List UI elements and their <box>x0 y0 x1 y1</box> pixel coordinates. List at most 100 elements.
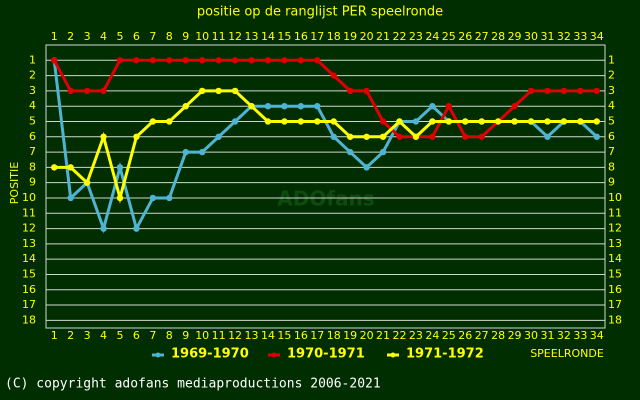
y-tick-label: 5 <box>29 114 36 127</box>
data-point <box>281 57 288 64</box>
data-point <box>314 118 321 125</box>
y-tick-label-right: 5 <box>608 114 615 127</box>
data-point <box>346 133 354 140</box>
data-point <box>182 57 189 64</box>
x-tick-label: 11 <box>212 329 226 342</box>
data-point <box>198 87 206 95</box>
data-point <box>166 57 173 64</box>
y-tick-label-right: 11 <box>608 206 622 219</box>
x-tick-label: 23 <box>409 329 423 342</box>
y-tick-label-right: 2 <box>608 69 615 82</box>
x-tick-label: 5 <box>116 329 123 342</box>
y-tick-label: 9 <box>29 176 36 189</box>
y-tick-label-right: 4 <box>608 99 615 112</box>
x-tick-label-top: 3 <box>84 30 91 43</box>
x-tick-label-top: 18 <box>327 30 341 43</box>
x-tick-label-top: 30 <box>524 30 538 43</box>
x-tick-label: 16 <box>294 329 308 342</box>
data-point <box>166 194 173 202</box>
x-tick-label: 3 <box>84 329 91 342</box>
y-tick-label: 2 <box>29 69 36 82</box>
y-tick-label-right: 7 <box>608 145 615 158</box>
data-point <box>166 118 173 125</box>
legend-marker-dot <box>271 352 277 358</box>
data-point <box>264 57 272 64</box>
data-point <box>182 148 189 156</box>
y-tick-label-right: 14 <box>608 252 622 265</box>
data-point <box>379 148 387 156</box>
x-tick-label-top: 12 <box>228 30 242 43</box>
data-point <box>527 118 535 125</box>
data-point <box>462 118 469 125</box>
y-tick-label-right: 10 <box>608 191 622 204</box>
data-point <box>330 133 337 140</box>
data-point <box>478 118 485 125</box>
x-tick-label-top: 28 <box>491 30 505 43</box>
data-point <box>560 118 568 125</box>
x-tick-label: 13 <box>245 329 259 342</box>
y-tick-label-right: 16 <box>608 283 622 296</box>
data-point <box>544 133 551 140</box>
data-point <box>215 133 222 140</box>
x-tick-label-top: 8 <box>166 30 173 43</box>
data-point <box>215 57 222 64</box>
data-point <box>149 118 157 125</box>
x-tick-label: 6 <box>133 329 140 342</box>
data-point <box>116 194 124 202</box>
x-tick-label-top: 7 <box>149 30 156 43</box>
y-tick-label: 11 <box>22 206 36 219</box>
y-tick-label-right: 3 <box>608 84 615 97</box>
x-tick-label-top: 9 <box>182 30 189 43</box>
x-tick-label-top: 23 <box>409 30 423 43</box>
x-tick-label-top: 29 <box>508 30 522 43</box>
data-point <box>544 87 551 95</box>
x-tick-label-top: 34 <box>590 30 604 43</box>
series-line <box>54 89 597 204</box>
footer: (C) copyright adofans mediaproductions 2… <box>5 377 381 392</box>
plot-area <box>45 44 606 329</box>
x-tick-label-top: 27 <box>475 30 489 43</box>
y-tick-label-right: 15 <box>608 267 622 280</box>
x-tick-label: 14 <box>261 329 275 342</box>
y-tick-label: 4 <box>29 99 36 112</box>
data-point <box>396 118 403 125</box>
y-tick-label: 1 <box>29 53 36 66</box>
x-tick-label: 4 <box>100 329 107 342</box>
data-point <box>330 118 337 125</box>
data-point <box>198 148 206 156</box>
x-tick-label: 15 <box>277 329 291 342</box>
data-point <box>593 118 600 125</box>
data-point <box>478 133 485 140</box>
data-point <box>51 57 58 64</box>
y-tick-label: 16 <box>22 283 36 296</box>
data-point <box>297 118 305 125</box>
data-point <box>314 57 321 64</box>
y-tick-label-right: 17 <box>608 298 622 311</box>
x-tick-label: 9 <box>182 329 189 342</box>
y-tick-label: 15 <box>22 267 36 280</box>
x-tick-label: 12 <box>228 329 242 342</box>
x-tick-label: 30 <box>524 329 538 342</box>
data-point <box>346 87 354 95</box>
data-point <box>593 133 600 140</box>
x-tick-label-top: 31 <box>540 30 554 43</box>
data-point <box>133 133 140 140</box>
x-tick-label-top: 6 <box>133 30 140 43</box>
data-point <box>116 164 124 171</box>
data-point <box>67 87 74 95</box>
data-point <box>231 118 239 125</box>
data-point <box>379 133 387 140</box>
x-tick-label: 34 <box>590 329 604 342</box>
data-point <box>231 87 239 95</box>
y-tick-label-right: 9 <box>608 176 615 189</box>
data-point <box>100 87 107 95</box>
data-point <box>83 179 91 186</box>
x-tick-label-top: 16 <box>294 30 308 43</box>
data-point <box>560 87 568 95</box>
x-tick-label-top: 5 <box>116 30 123 43</box>
data-point <box>83 87 91 95</box>
data-point <box>264 102 272 110</box>
x-tick-label-top: 14 <box>261 30 275 43</box>
